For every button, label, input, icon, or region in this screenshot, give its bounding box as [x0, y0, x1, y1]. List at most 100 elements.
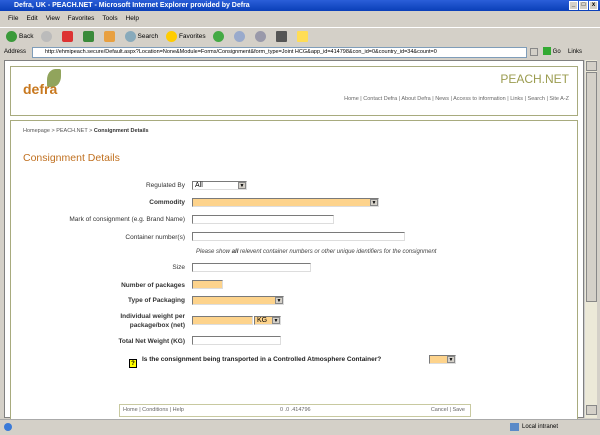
menu-view[interactable]: View	[45, 15, 60, 22]
vertical-scrollbar[interactable]	[584, 60, 597, 418]
chevron-down-icon: ▼	[275, 297, 283, 304]
size-input[interactable]	[192, 263, 311, 272]
total-weight-label: Total Net Weight (KG)	[118, 338, 185, 345]
search-button[interactable]: Search	[137, 33, 159, 40]
weight-label: Individual weight per package/box (net)	[120, 312, 185, 330]
save-link[interactable]: Save	[452, 407, 465, 413]
go-label: Go	[552, 49, 561, 55]
footer-help-link[interactable]: Help	[172, 407, 184, 413]
footer-conditions-link[interactable]: Conditions	[142, 407, 169, 413]
weight-label-line1: Individual weight per	[120, 313, 185, 320]
breadcrumb-sep: >	[87, 128, 94, 134]
breadcrumb: Homepage > PEACH.NET > Consignment Detai…	[23, 128, 149, 134]
container-label: Container number(s)	[125, 234, 185, 241]
footer-bar: Home | Conditions | Help 0 .0 .414796 Ca…	[119, 404, 471, 417]
maximize-button[interactable]: □	[579, 1, 588, 10]
mark-label: Mark of consignment (e.g. Brand Name)	[69, 216, 185, 223]
note-bold: all	[231, 249, 239, 255]
commodity-select[interactable]: ▼	[192, 198, 379, 207]
menu-edit[interactable]: Edit	[26, 15, 38, 22]
main-content: Homepage > PEACH.NET > Consignment Detai…	[10, 120, 578, 420]
status-bar: Local intranet	[0, 419, 600, 433]
menu-file[interactable]: File	[8, 15, 19, 22]
footer-home-link[interactable]: Home	[123, 407, 138, 413]
links-button[interactable]: Links	[568, 49, 583, 55]
security-zone: Local intranet	[522, 424, 559, 430]
go-button[interactable]: Go	[543, 46, 561, 59]
address-label: Address	[4, 49, 27, 55]
intranet-icon	[510, 423, 519, 431]
breadcrumb-sep: >	[49, 128, 57, 134]
note-text: relevent container numbers or other uniq…	[238, 249, 437, 255]
chevron-down-icon: ▼	[447, 356, 455, 363]
menu-tools[interactable]: Tools	[102, 15, 118, 22]
menu-bar: File Edit View Favorites Tools Help	[0, 12, 600, 26]
chevron-down-icon: ▼	[272, 317, 280, 324]
ca-question: Is the consignment being transported in …	[142, 356, 382, 363]
weight-input[interactable]	[192, 316, 253, 325]
forward-icon[interactable]	[41, 30, 53, 42]
stop-icon[interactable]	[62, 30, 74, 42]
size-label: Size	[172, 264, 185, 271]
chevron-down-icon: ▼	[370, 199, 378, 206]
messenger-icon[interactable]	[296, 30, 308, 42]
back-icon[interactable]	[6, 30, 17, 42]
footer-actions: Cancel | Save	[430, 407, 465, 413]
address-bar: Address http://ehmipeach.secure/Default.…	[0, 46, 600, 59]
edit-icon[interactable]	[275, 30, 287, 42]
container-input[interactable]	[192, 232, 405, 241]
total-weight-input[interactable]	[192, 336, 281, 345]
version-text: 0 .0 .414796	[280, 407, 311, 413]
ca-select[interactable]: ▼	[429, 355, 456, 364]
header-nav-links[interactable]: Home | Contact Defra | About Defra | New…	[344, 96, 569, 102]
title-bar: Defra, UK - PEACH.NET - Microsoft Intern…	[0, 0, 600, 11]
scroll-up-button[interactable]	[586, 61, 597, 71]
window-title: Defra, UK - PEACH.NET - Microsoft Intern…	[14, 2, 250, 9]
search-icon[interactable]	[124, 30, 136, 42]
breadcrumb-homepage[interactable]: Homepage	[23, 128, 50, 134]
packaging-select[interactable]: ▼	[192, 296, 284, 305]
home-icon[interactable]	[103, 30, 115, 42]
regulated-by-select[interactable]: All ▼	[192, 181, 247, 190]
packaging-label: Type of Packaging	[128, 297, 185, 304]
menu-favorites[interactable]: Favorites	[67, 15, 95, 22]
go-icon	[543, 47, 551, 56]
packages-label: Number of packages	[121, 282, 185, 289]
defra-leaf-logo	[47, 69, 61, 87]
help-icon[interactable]: ?	[129, 359, 137, 368]
scroll-thumb[interactable]	[586, 72, 597, 302]
mark-input[interactable]	[192, 215, 334, 224]
chevron-down-icon: ▼	[238, 182, 246, 189]
site-header: defra PEACH.NET Home | Contact Defra | A…	[10, 66, 578, 116]
packages-input[interactable]	[192, 280, 223, 289]
address-dropdown-icon[interactable]	[530, 48, 538, 56]
close-button[interactable]: x	[589, 1, 598, 10]
address-input[interactable]: http://ehmipeach.secure/Default.aspx?Loc…	[32, 47, 527, 58]
site-name: PEACH.NET	[500, 72, 569, 86]
regulated-by-label: Regulated By	[145, 182, 185, 189]
back-button[interactable]: Back	[19, 33, 34, 40]
mail-icon[interactable]	[234, 30, 246, 42]
cancel-link[interactable]: Cancel	[430, 407, 448, 413]
minimize-button[interactable]: _	[569, 1, 578, 10]
footer-links: Home | Conditions | Help	[123, 407, 184, 413]
breadcrumb-current: Consignment Details	[93, 128, 149, 134]
container-note: Please show all relevent container numbe…	[196, 249, 436, 255]
weight-label-line2: package/box (net)	[129, 322, 185, 329]
scroll-down-button[interactable]	[586, 405, 597, 415]
page-title: Consignment Details	[23, 152, 120, 164]
breadcrumb-peach[interactable]: PEACH.NET	[56, 128, 88, 134]
ie-page-icon	[4, 423, 12, 431]
regulated-by-value: All	[195, 182, 203, 189]
weight-unit-value: KG	[257, 317, 268, 324]
media-icon[interactable]	[213, 30, 225, 42]
weight-unit-select[interactable]: KG ▼	[254, 316, 281, 325]
note-text: Please show	[196, 249, 232, 255]
refresh-icon[interactable]	[82, 30, 94, 42]
toolbar: Back Search Favorites	[0, 27, 600, 45]
favorites-button[interactable]: Favorites	[178, 33, 206, 40]
defra-logo[interactable]: defra	[23, 81, 58, 97]
favorites-icon[interactable]	[165, 30, 177, 42]
print-icon[interactable]	[255, 30, 267, 42]
menu-help[interactable]: Help	[125, 15, 139, 22]
